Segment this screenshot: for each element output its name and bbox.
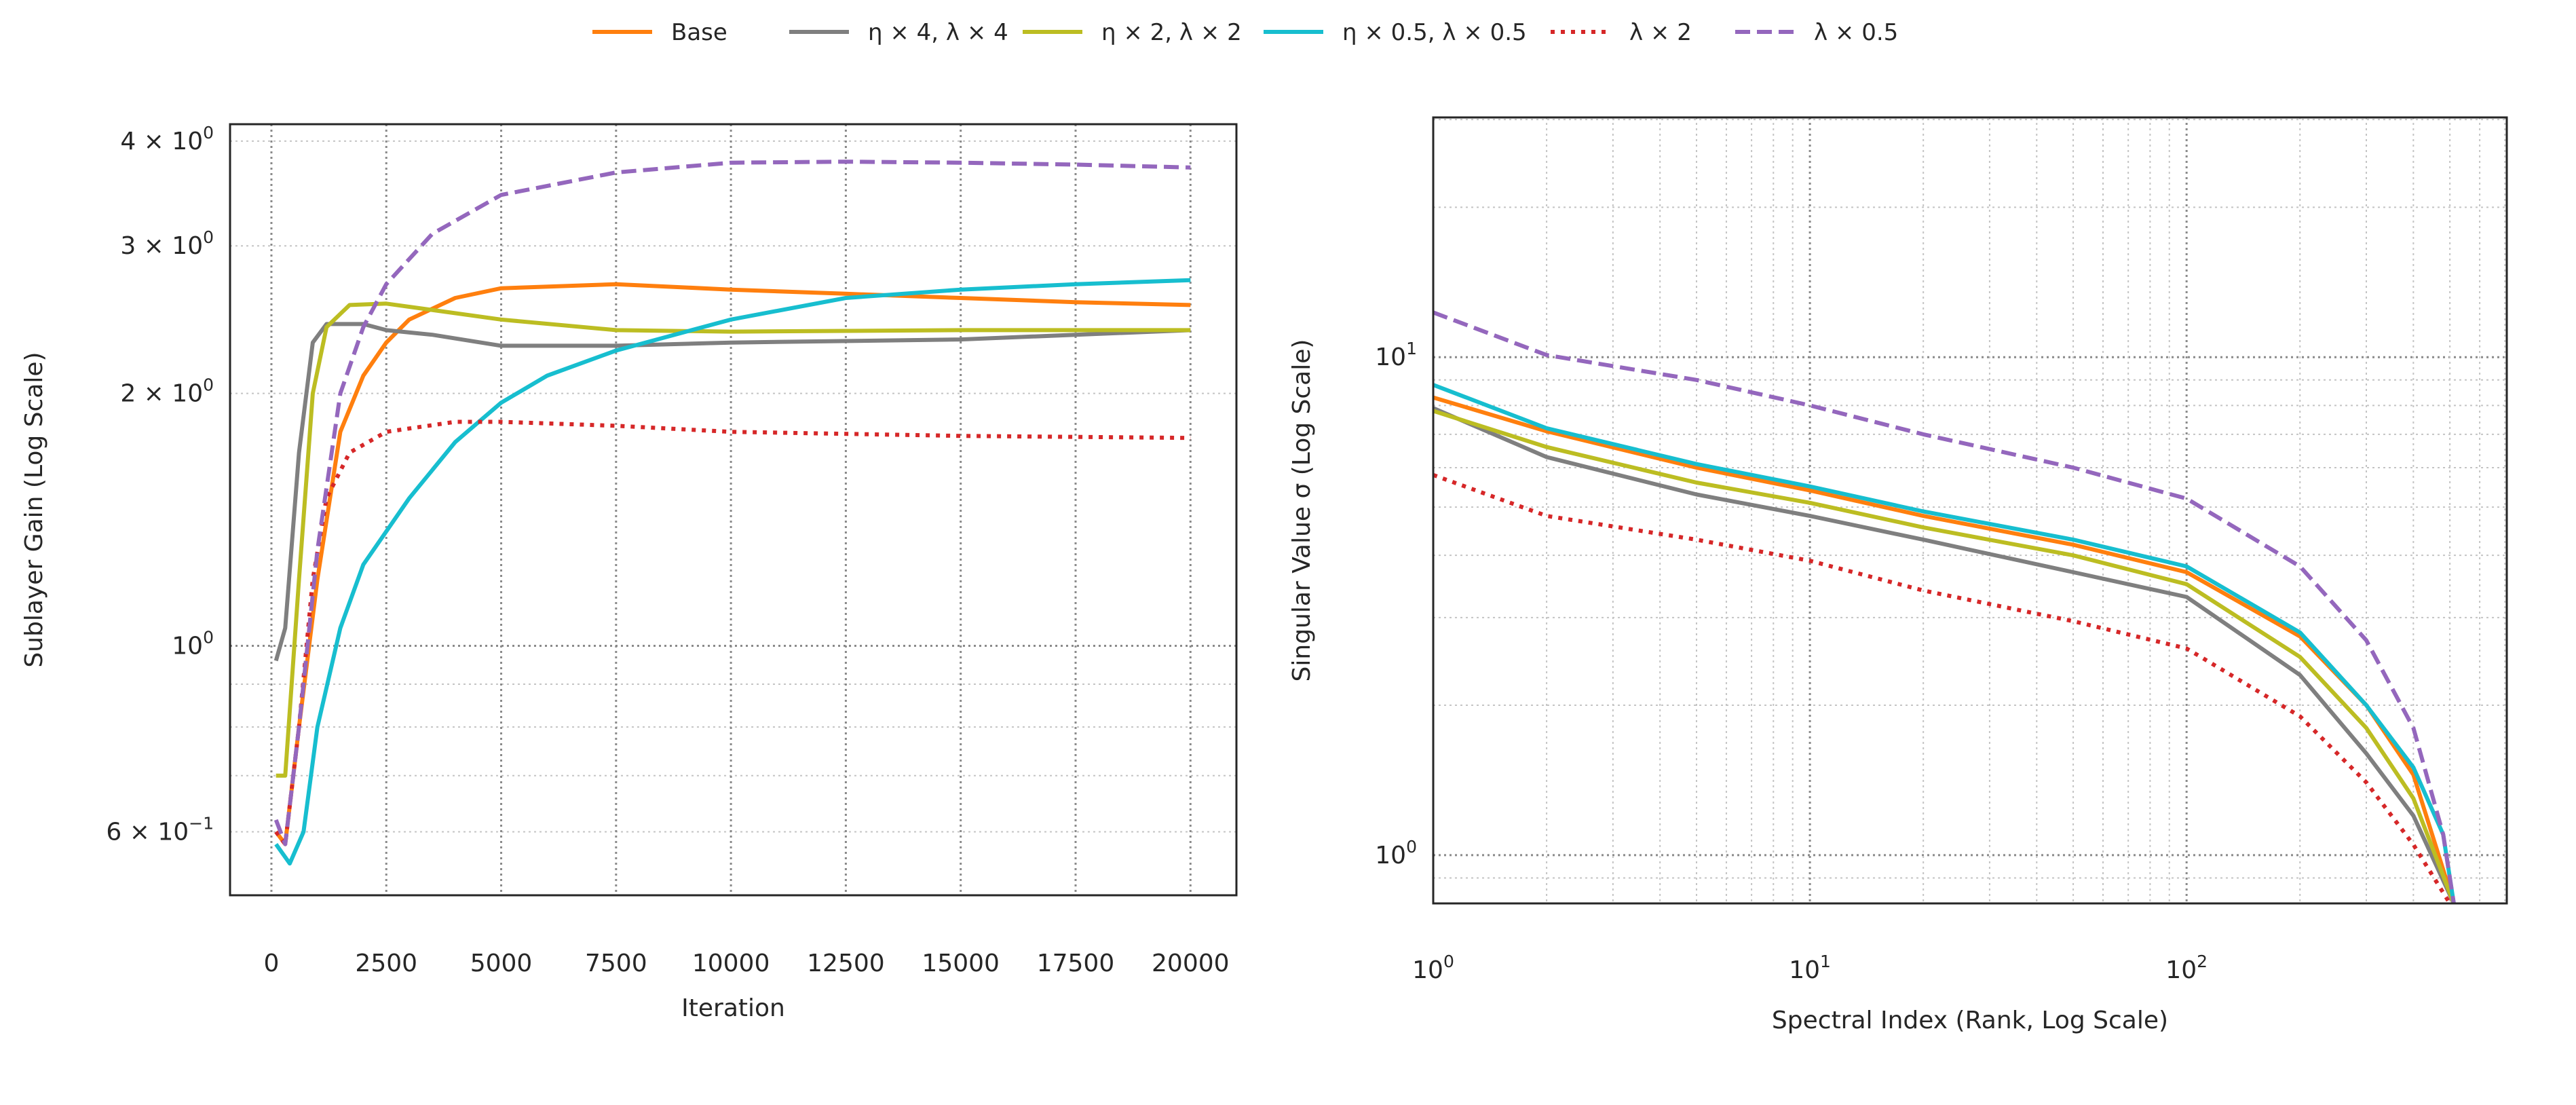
tick-mantissa: 10 bbox=[1789, 956, 1820, 984]
y-axis-label: Singular Value σ (Log Scale) bbox=[1288, 339, 1316, 682]
legend-label: λ × 2 bbox=[1629, 19, 1692, 46]
tick-mantissa: 4 × 10 bbox=[120, 128, 203, 155]
y-tick-label: 4 × 100 bbox=[120, 123, 214, 155]
x-tick-label: 17500 bbox=[1037, 950, 1115, 977]
legend-label: η × 4, λ × 4 bbox=[868, 19, 1008, 46]
tick-mantissa: 10 bbox=[1412, 956, 1443, 984]
series-line-3 bbox=[276, 301, 1191, 778]
axes-frame bbox=[1432, 116, 2508, 905]
y-tick-label: 100 bbox=[172, 627, 214, 660]
tick-exponent: 0 bbox=[203, 123, 214, 143]
x-axis-label: Iteration bbox=[681, 994, 785, 1022]
legend-label: λ × 0.5 bbox=[1814, 19, 1898, 46]
x-tick-label: 102 bbox=[2165, 952, 2208, 984]
series-line-5 bbox=[274, 419, 1191, 846]
x-tick-label: 100 bbox=[1412, 952, 1454, 984]
series-line-4 bbox=[1433, 383, 2456, 903]
tick-exponent: 0 bbox=[203, 375, 214, 395]
tick-exponent: 0 bbox=[1443, 952, 1454, 971]
x-tick-label: 20000 bbox=[1152, 950, 1230, 977]
x-tick-label: 2500 bbox=[355, 950, 417, 977]
tick-exponent: 1 bbox=[1406, 339, 1417, 358]
tick-exponent: 0 bbox=[1406, 837, 1417, 857]
tick-exponent: −1 bbox=[189, 813, 214, 833]
series-group bbox=[1433, 310, 2456, 903]
x-tick-label: 7500 bbox=[585, 950, 647, 977]
tick-mantissa: 10 bbox=[1375, 343, 1406, 371]
series-line-6 bbox=[273, 160, 1191, 846]
series-line-1 bbox=[1433, 395, 2456, 903]
tick-exponent: 0 bbox=[203, 227, 214, 247]
y-tick-label: 100 bbox=[1375, 837, 1417, 869]
left-chart-sublayer-gain: 0 2500 5000 7500 10000 12500 15000 17500 200004 … bbox=[20, 123, 1238, 1022]
tick-mantissa: 10 bbox=[172, 632, 203, 660]
series-line-2 bbox=[273, 322, 1191, 662]
x-tick-label: 12500 bbox=[807, 950, 885, 977]
series-line-6 bbox=[1433, 310, 2456, 903]
series-group bbox=[273, 160, 1191, 866]
x-tick-label: 5000 bbox=[470, 950, 533, 977]
tick-mantissa: 2 × 10 bbox=[120, 380, 203, 408]
tick-mantissa: 10 bbox=[2165, 956, 2197, 984]
x-tick-label: 0 bbox=[263, 950, 279, 977]
x-tick-labels: 100 101 102 bbox=[1412, 952, 2208, 984]
x-tick-label: 101 bbox=[1789, 952, 1831, 984]
axes-frame bbox=[229, 123, 1238, 897]
series-line-4 bbox=[274, 278, 1191, 866]
series-line-3 bbox=[1433, 409, 2456, 903]
legend-item: η × 0.5, λ × 0.5 bbox=[1264, 19, 1527, 46]
tick-exponent: 2 bbox=[2197, 952, 2208, 971]
tick-exponent: 0 bbox=[203, 627, 214, 647]
y-tick-label: 101 bbox=[1375, 339, 1417, 371]
legend-label: η × 2, λ × 2 bbox=[1101, 19, 1242, 46]
tick-mantissa: 6 × 10 bbox=[106, 818, 189, 846]
tick-mantissa: 3 × 10 bbox=[120, 232, 203, 260]
legend-item: η × 2, λ × 2 bbox=[1023, 19, 1242, 46]
series-line-1 bbox=[274, 282, 1191, 846]
grid bbox=[230, 124, 1236, 895]
legend: Base η × 4, λ × 4 η × 2, λ × 2 η × 0.5, λ ×… bbox=[592, 19, 1898, 46]
y-tick-label: 3 × 100 bbox=[120, 227, 214, 260]
legend-label: Base bbox=[671, 19, 727, 46]
legend-item: Base bbox=[592, 19, 727, 46]
y-tick-label: 6 × 10−1 bbox=[106, 813, 214, 846]
legend-label: η × 0.5, λ × 0.5 bbox=[1342, 19, 1527, 46]
series-line-2 bbox=[1433, 406, 2456, 903]
y-tick-label: 2 × 100 bbox=[120, 375, 214, 408]
series-line-5 bbox=[1433, 472, 2452, 903]
x-axis-label: Spectral Index (Rank, Log Scale) bbox=[1772, 1007, 2168, 1034]
x-tick-label: 10000 bbox=[692, 950, 770, 977]
y-axis-label: Sublayer Gain (Log Scale) bbox=[20, 352, 48, 667]
legend-item: λ × 0.5 bbox=[1735, 19, 1898, 46]
legend-item: λ × 2 bbox=[1551, 19, 1692, 46]
tick-mantissa: 10 bbox=[1375, 842, 1406, 869]
x-tick-labels: 0 2500 5000 7500 10000 12500 15000 17500 20000 bbox=[263, 950, 1229, 977]
x-tick-label: 15000 bbox=[922, 950, 1000, 977]
grid bbox=[1433, 117, 2507, 904]
legend-item: η × 4, λ × 4 bbox=[789, 19, 1008, 46]
tick-exponent: 1 bbox=[1820, 952, 1831, 971]
